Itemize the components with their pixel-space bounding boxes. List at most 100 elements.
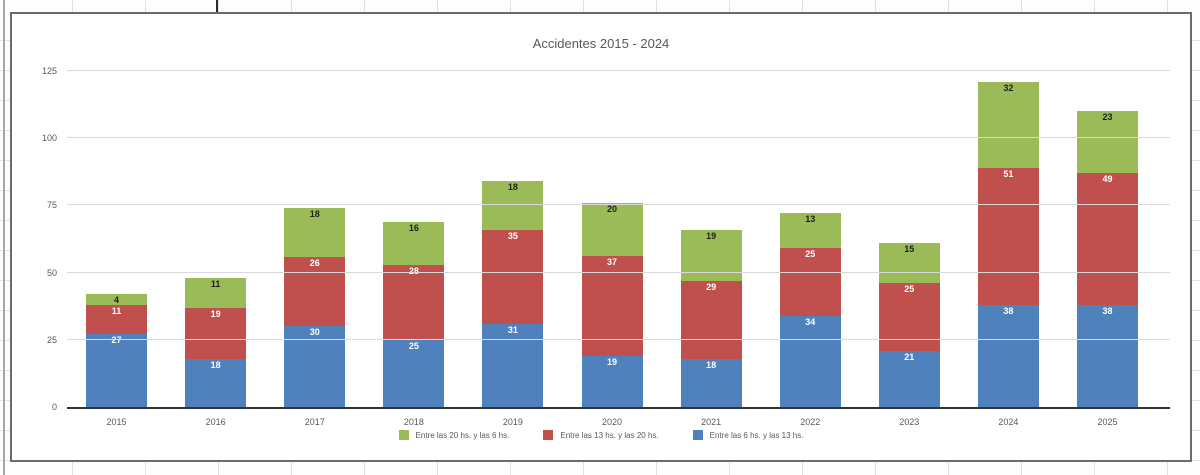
legend-swatch-icon bbox=[692, 430, 703, 440]
x-axis-tick-label: 2025 bbox=[1097, 417, 1118, 427]
bar-value-label: 13 bbox=[805, 214, 816, 225]
bar-stack[interactable]: 31 35 18 bbox=[482, 181, 544, 407]
bar-segment[interactable]: 49 bbox=[1076, 173, 1138, 305]
bar-segment[interactable]: 26 bbox=[284, 256, 346, 327]
bar-segment[interactable]: 18 bbox=[185, 358, 247, 407]
bar-segment[interactable]: 25 bbox=[383, 339, 445, 407]
bar-column: 38 49 23 2025 bbox=[1058, 71, 1157, 427]
bar-value-label: 38 bbox=[1003, 305, 1014, 316]
gridline bbox=[67, 70, 1170, 71]
bar-value-label: 25 bbox=[408, 340, 419, 351]
legend-swatch-icon bbox=[398, 430, 409, 440]
bar-segment[interactable]: 34 bbox=[779, 315, 841, 407]
y-axis-tick-label: 25 bbox=[46, 334, 57, 345]
bar-value-label: 15 bbox=[904, 244, 915, 255]
bar-value-label: 20 bbox=[607, 203, 618, 214]
legend-item[interactable]: Entre las 20 hs. y las 6 hs. bbox=[398, 430, 510, 440]
bar-value-label: 23 bbox=[1102, 112, 1113, 123]
bar-segment[interactable]: 11 bbox=[86, 304, 148, 335]
bar-segment[interactable]: 25 bbox=[779, 248, 841, 316]
x-axis-tick-label: 2016 bbox=[205, 417, 226, 427]
bar-segment[interactable]: 16 bbox=[383, 221, 445, 265]
legend-label: Entre las 20 hs. y las 6 hs. bbox=[415, 430, 510, 440]
bar-segment[interactable]: 29 bbox=[680, 280, 742, 359]
gridline bbox=[67, 338, 1170, 340]
bar-segment[interactable]: 19 bbox=[680, 229, 742, 281]
x-axis-tick-label: 2022 bbox=[800, 417, 821, 427]
x-axis-tick-label: 2024 bbox=[998, 417, 1019, 427]
bar-stack[interactable]: 38 51 32 bbox=[977, 81, 1039, 407]
bar-stack[interactable]: 18 19 11 bbox=[185, 278, 247, 407]
bar-segment[interactable]: 19 bbox=[581, 355, 643, 407]
bar-segment[interactable]: 18 bbox=[680, 358, 742, 407]
bar-segment[interactable]: 30 bbox=[284, 326, 346, 407]
legend-swatch-icon bbox=[543, 430, 554, 440]
bar-segment[interactable]: 51 bbox=[977, 167, 1039, 305]
bar-segment[interactable]: 13 bbox=[779, 213, 841, 249]
bar-value-label: 16 bbox=[408, 222, 419, 233]
bar-segment[interactable]: 28 bbox=[383, 264, 445, 340]
bar-segment[interactable]: 25 bbox=[878, 283, 940, 351]
x-axis-tick-label: 2018 bbox=[403, 417, 424, 427]
chart-legend: Entre las 20 hs. y las 6 hs. Entre las 13… bbox=[12, 430, 1190, 440]
bar-value-label: 18 bbox=[210, 359, 221, 370]
bar-segment[interactable]: 18 bbox=[284, 208, 346, 257]
gridline bbox=[67, 271, 1170, 273]
bar-segment[interactable]: 27 bbox=[86, 334, 148, 407]
bar-segment[interactable]: 4 bbox=[86, 294, 148, 306]
bar-segment[interactable]: 15 bbox=[878, 243, 940, 284]
chart-object[interactable]: Accidentes 2015 - 2024 27 11 4 2015 18 19 11 20… bbox=[10, 12, 1192, 462]
x-axis-tick-label: 2019 bbox=[502, 417, 523, 427]
bar-value-label: 28 bbox=[408, 265, 419, 276]
bar-value-label: 31 bbox=[507, 324, 518, 335]
bar-column: 27 11 4 2015 bbox=[67, 71, 166, 427]
bar-segment[interactable]: 31 bbox=[482, 323, 544, 407]
bar-stack[interactable]: 18 29 19 bbox=[680, 229, 742, 407]
bars-row: 27 11 4 2015 18 19 11 2016 30 26 18 2017 25 28 16 2018 3… bbox=[67, 71, 1157, 427]
x-axis-tick-label: 2015 bbox=[106, 417, 127, 427]
bar-value-label: 25 bbox=[904, 284, 915, 295]
bar-segment[interactable]: 35 bbox=[482, 229, 544, 324]
bar-value-label: 19 bbox=[706, 230, 717, 241]
bar-value-label: 11 bbox=[210, 279, 221, 289]
bar-value-label: 30 bbox=[309, 327, 320, 338]
bar-stack[interactable]: 25 28 16 bbox=[383, 221, 445, 407]
bar-segment[interactable]: 19 bbox=[185, 307, 247, 359]
bar-stack[interactable]: 21 25 15 bbox=[878, 243, 940, 407]
bar-value-label: 25 bbox=[805, 249, 816, 260]
bar-column: 38 51 32 2024 bbox=[959, 71, 1058, 427]
bar-stack[interactable]: 27 11 4 bbox=[86, 294, 148, 407]
bar-segment[interactable]: 18 bbox=[482, 181, 544, 230]
legend-item[interactable]: Entre las 13 hs. y las 20 hs. bbox=[543, 430, 659, 440]
bar-stack[interactable]: 30 26 18 bbox=[284, 208, 346, 407]
bar-stack[interactable]: 34 25 13 bbox=[779, 213, 841, 407]
bar-value-label: 4 bbox=[114, 295, 120, 306]
bar-segment[interactable]: 38 bbox=[1076, 304, 1138, 407]
gridline bbox=[67, 137, 1170, 139]
bar-column: 19 37 20 2020 bbox=[562, 71, 661, 427]
bar-value-label: 18 bbox=[309, 209, 320, 220]
bar-segment[interactable]: 11 bbox=[185, 278, 247, 308]
legend-label: Entre las 13 hs. y las 20 hs. bbox=[560, 430, 659, 440]
y-axis-tick-label: 75 bbox=[46, 200, 57, 211]
bar-value-label: 26 bbox=[309, 257, 320, 268]
bar-segment[interactable]: 38 bbox=[977, 304, 1039, 407]
bar-stack[interactable]: 19 37 20 bbox=[581, 202, 643, 407]
bar-segment[interactable]: 23 bbox=[1076, 111, 1138, 174]
bar-value-label: 18 bbox=[706, 359, 717, 370]
sheet-column-divider bbox=[216, 0, 218, 12]
bar-segment[interactable]: 21 bbox=[878, 350, 940, 407]
bar-segment[interactable]: 20 bbox=[581, 202, 643, 257]
y-axis-tick-label: 50 bbox=[46, 267, 57, 278]
sheet-edge-line bbox=[3, 0, 5, 475]
bar-value-label: 37 bbox=[607, 257, 618, 268]
bar-value-label: 29 bbox=[706, 281, 717, 292]
legend-label: Entre las 6 hs. y las 13 hs. bbox=[709, 430, 804, 440]
bar-value-label: 19 bbox=[607, 356, 618, 367]
bar-stack[interactable]: 38 49 23 bbox=[1076, 111, 1138, 407]
bar-segment[interactable]: 32 bbox=[977, 81, 1039, 168]
bar-value-label: 38 bbox=[1102, 305, 1113, 316]
legend-item[interactable]: Entre las 6 hs. y las 13 hs. bbox=[692, 430, 804, 440]
bar-column: 34 25 13 2022 bbox=[761, 71, 860, 427]
